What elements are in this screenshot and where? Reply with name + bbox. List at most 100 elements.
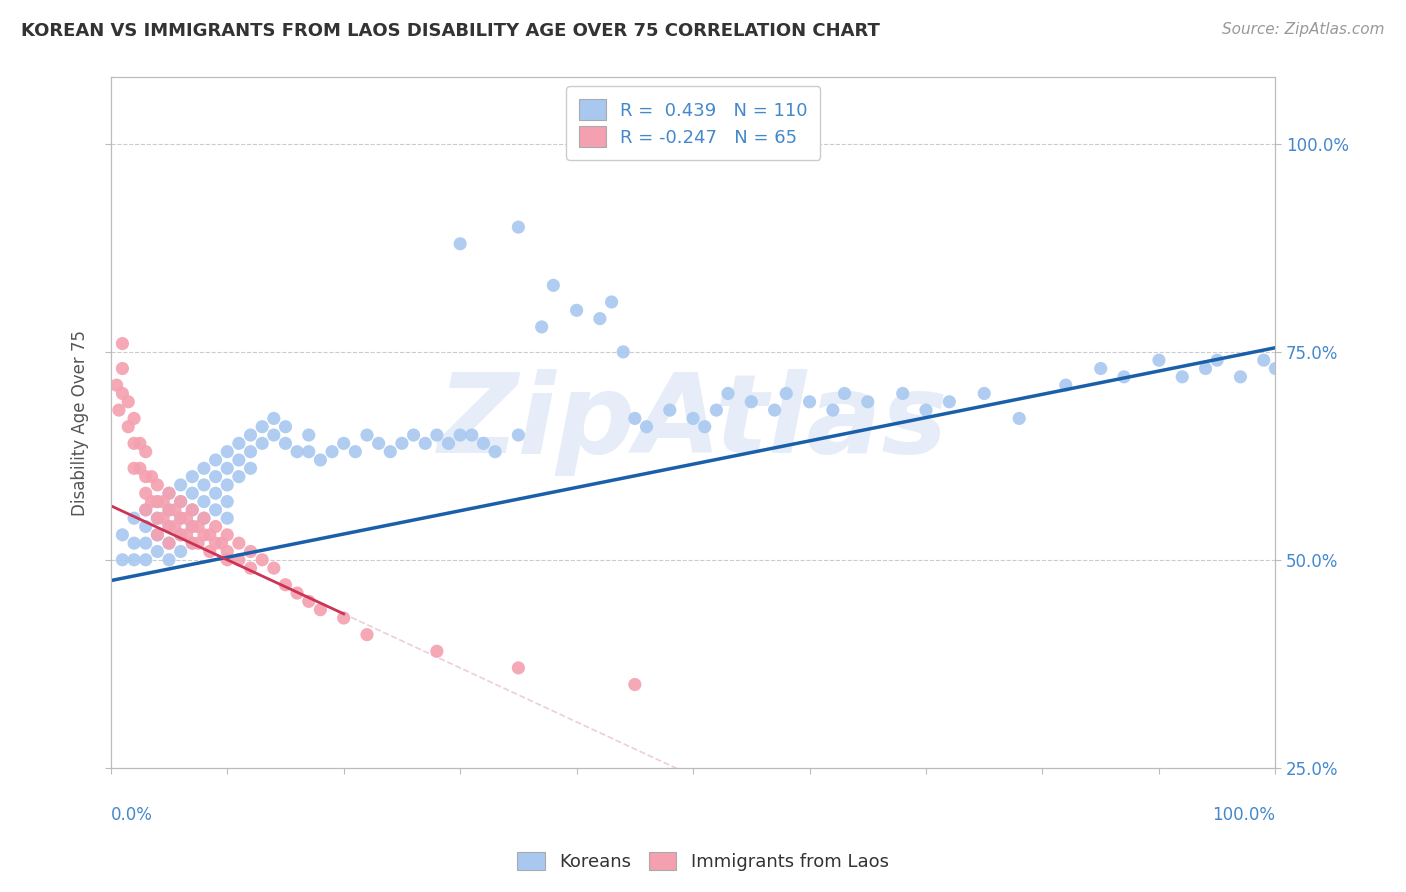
Point [117,394,139,409]
Point [146,511,169,525]
Point [263,411,285,425]
Point [309,603,332,617]
Point [973,386,995,401]
Point [193,461,215,475]
Point [239,444,262,458]
Point [157,486,180,500]
Point [332,611,354,625]
Point [152,494,174,508]
Point [135,519,157,533]
Point [181,486,204,500]
Point [274,419,297,434]
Point [682,411,704,425]
Point [298,444,321,458]
Point [367,436,389,450]
Point [763,403,786,417]
Point [169,528,191,542]
Point [658,403,681,417]
Point [141,494,163,508]
Point [163,519,186,533]
Point [135,486,157,500]
Point [239,544,262,558]
Point [356,627,378,641]
Point [217,528,239,542]
Point [1112,369,1135,384]
Point [274,436,297,450]
Point [217,478,239,492]
Point [285,444,308,458]
Text: 0.0%: 0.0% [111,805,153,823]
Point [187,519,209,533]
Legend: R =  0.439   N = 110, R = -0.247   N = 65: R = 0.439 N = 110, R = -0.247 N = 65 [567,87,820,160]
Point [250,419,273,434]
Point [111,386,134,401]
Point [169,511,191,525]
Point [856,394,879,409]
Point [380,444,402,458]
Point [204,536,226,550]
Point [204,453,226,467]
Text: KOREAN VS IMMIGRANTS FROM LAOS DISABILITY AGE OVER 75 CORRELATION CHART: KOREAN VS IMMIGRANTS FROM LAOS DISABILIT… [21,22,880,40]
Point [437,436,460,450]
Text: 100.0%: 100.0% [1212,805,1275,823]
Point [228,553,250,567]
Point [938,394,960,409]
Point [169,478,191,492]
Point [472,436,495,450]
Point [128,436,150,450]
Point [176,511,198,525]
Point [461,428,484,442]
Point [391,436,413,450]
Point [344,444,367,458]
Point [111,528,134,542]
Point [1171,369,1194,384]
Point [217,553,239,567]
Point [122,511,145,525]
Point [612,344,634,359]
Point [263,428,285,442]
Point [1206,353,1229,368]
Point [1008,411,1031,425]
Point [209,536,232,550]
Point [636,419,658,434]
Point [135,469,157,483]
Point [181,519,204,533]
Point [169,528,191,542]
Y-axis label: Disability Age Over 75: Disability Age Over 75 [72,329,89,516]
Point [228,436,250,450]
Point [706,403,728,417]
Point [105,378,128,392]
Legend: Koreans, Immigrants from Laos: Koreans, Immigrants from Laos [510,845,896,879]
Point [181,469,204,483]
Point [250,553,273,567]
Point [108,403,131,417]
Point [508,661,530,675]
Point [298,428,321,442]
Point [163,503,186,517]
Point [309,453,332,467]
Point [111,553,134,567]
Point [198,544,221,558]
Point [135,444,157,458]
Point [239,461,262,475]
Point [239,428,262,442]
Point [740,394,762,409]
Point [135,553,157,567]
Point [693,419,716,434]
Point [193,494,215,508]
Point [1090,361,1112,376]
Point [321,444,343,458]
Point [157,519,180,533]
Point [298,594,321,608]
Point [915,403,938,417]
Point [193,528,215,542]
Point [157,503,180,517]
Point [426,428,449,442]
Point [146,528,169,542]
Point [600,295,623,310]
Point [589,311,612,326]
Point [821,403,844,417]
Point [187,536,209,550]
Point [146,544,169,558]
Point [891,386,914,401]
